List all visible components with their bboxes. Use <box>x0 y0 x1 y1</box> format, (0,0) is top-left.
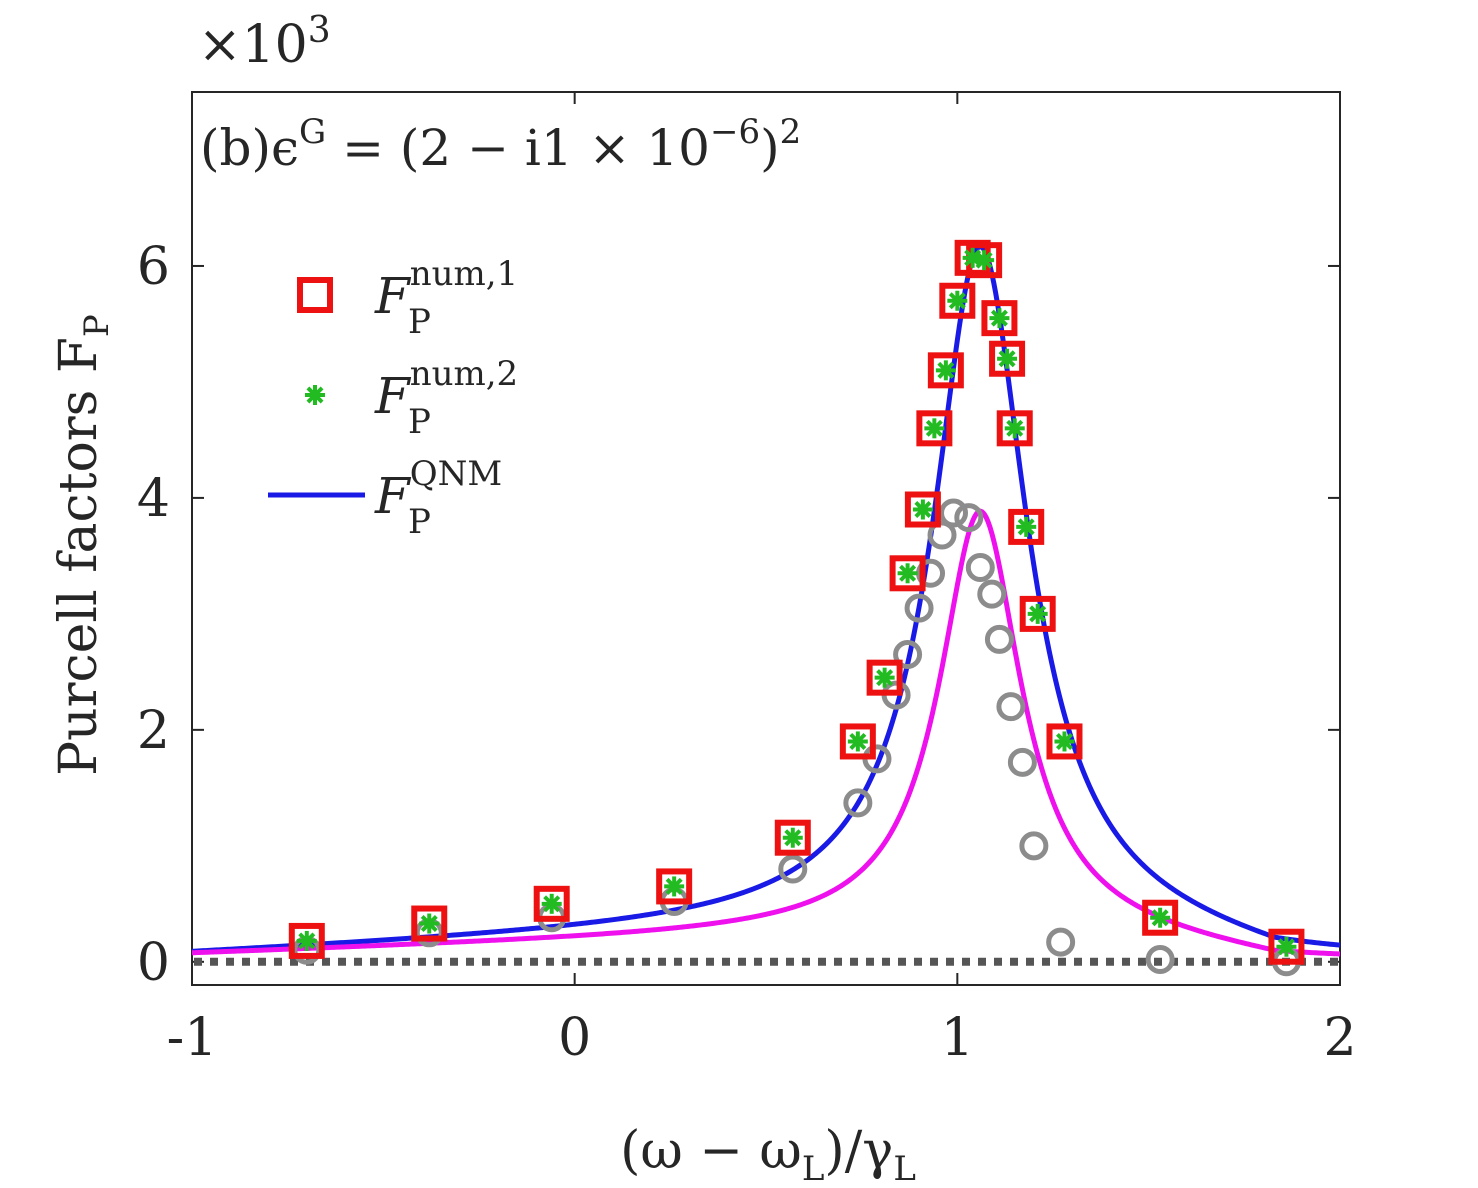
square-marker <box>774 819 811 856</box>
square-marker <box>1008 508 1045 545</box>
circle-marker <box>1007 747 1037 777</box>
asterisk-marker <box>947 290 968 311</box>
circle-marker <box>927 520 957 550</box>
y-tick-label: 0 <box>137 933 170 993</box>
square-marker <box>904 491 941 528</box>
asterisk-marker <box>419 913 440 934</box>
circle-marker <box>904 593 934 623</box>
panel-annotation: (b)ϵG = (2 − i1 × 10−6)2 <box>200 112 801 177</box>
square-marker <box>927 352 964 389</box>
circle-marker <box>984 624 1014 654</box>
square-marker <box>533 885 570 922</box>
x-tick-label: 1 <box>941 1008 974 1068</box>
asterisk-marker <box>935 360 956 381</box>
asterisk-marker <box>782 827 803 848</box>
asterisk-marker <box>1016 516 1037 537</box>
square-marker <box>989 340 1026 377</box>
square-marker <box>1046 723 1083 760</box>
circle-marker <box>939 498 969 528</box>
circle-marker <box>916 558 946 588</box>
asterisk-marker <box>664 876 685 897</box>
circle-marker <box>965 552 995 582</box>
legend-label: Fnum,2 P <box>374 354 518 442</box>
square-marker <box>939 282 976 319</box>
asterisk-marker <box>912 499 933 520</box>
circle-marker <box>977 579 1007 609</box>
legend-label: Fnum,1 P <box>374 254 518 342</box>
asterisk-marker <box>1027 603 1048 624</box>
asterisk-marker <box>897 563 918 584</box>
square-marker <box>916 410 953 447</box>
asterisk-marker <box>874 667 895 688</box>
circle-marker <box>1046 927 1076 957</box>
asterisk-marker <box>997 348 1018 369</box>
x-tick-label: 2 <box>1323 1008 1356 1068</box>
legend: Fnum,1 P Fnum,2 P FQNM P <box>268 254 518 542</box>
legend-label: FQNM P <box>374 454 502 542</box>
circle-marker <box>996 692 1026 722</box>
asterisk-marker <box>924 418 945 439</box>
x-axis-label: (ω − ωL)/γL <box>620 1121 916 1188</box>
asterisk-marker <box>296 930 317 951</box>
square-marker <box>1268 928 1305 965</box>
x-tick-label: 0 <box>558 1008 591 1068</box>
circle-marker <box>1019 831 1049 861</box>
asterisk-marker <box>1004 418 1025 439</box>
axis-ticks: -1 0 1 2 0 2 4 6 <box>137 92 1357 1068</box>
circle-marker <box>843 788 873 818</box>
square-marker <box>656 868 693 905</box>
circle-marker <box>1145 944 1175 974</box>
square-marker <box>839 723 876 760</box>
markers <box>288 239 1305 977</box>
asterisk-marker <box>989 308 1010 329</box>
square-marker <box>889 555 926 592</box>
circle-marker <box>778 854 808 884</box>
square-marker <box>996 410 1033 447</box>
asterisk-marker <box>1054 731 1075 752</box>
square-marker <box>1142 899 1179 936</box>
asterisk-marker <box>541 893 562 914</box>
y-tick-label: 4 <box>137 469 170 529</box>
legend-asterisk-marker <box>305 385 325 405</box>
circle-marker <box>954 503 984 533</box>
asterisk-marker <box>847 731 868 752</box>
plot-area <box>191 91 1341 986</box>
asterisk-marker <box>1276 936 1297 957</box>
square-marker <box>288 922 325 959</box>
square-marker <box>1019 595 1056 632</box>
square-marker <box>866 659 903 696</box>
asterisk-marker <box>1150 907 1171 928</box>
y-multiplier: ×103 <box>198 10 331 75</box>
x-tick-label: -1 <box>167 1008 218 1068</box>
curve-line <box>192 508 1340 957</box>
square-marker <box>411 905 448 942</box>
curve-line <box>192 243 1340 954</box>
legend-square-marker <box>297 277 333 313</box>
y-tick-label: 2 <box>137 701 170 761</box>
y-tick-label: 6 <box>137 237 170 297</box>
circle-marker <box>893 639 923 669</box>
square-marker <box>981 300 1018 337</box>
y-axis-label: Purcell factors FP <box>49 314 117 776</box>
asterisk-marker <box>974 250 995 271</box>
curves <box>192 243 1340 957</box>
